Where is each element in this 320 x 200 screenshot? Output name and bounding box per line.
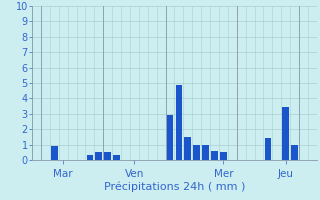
Bar (220, 152, 227, 160)
Bar (113, 155, 120, 160)
Bar (291, 145, 298, 160)
Bar (175, 85, 182, 160)
Bar (104, 152, 111, 160)
Bar (184, 137, 191, 160)
Bar (86, 155, 93, 160)
Bar (167, 115, 173, 160)
Bar (282, 107, 289, 160)
Bar (51, 146, 58, 160)
Bar (211, 151, 218, 160)
Bar (95, 152, 102, 160)
X-axis label: Précipitations 24h ( mm ): Précipitations 24h ( mm ) (104, 182, 245, 192)
Bar (193, 145, 200, 160)
Bar (265, 138, 271, 160)
Bar (202, 145, 209, 160)
